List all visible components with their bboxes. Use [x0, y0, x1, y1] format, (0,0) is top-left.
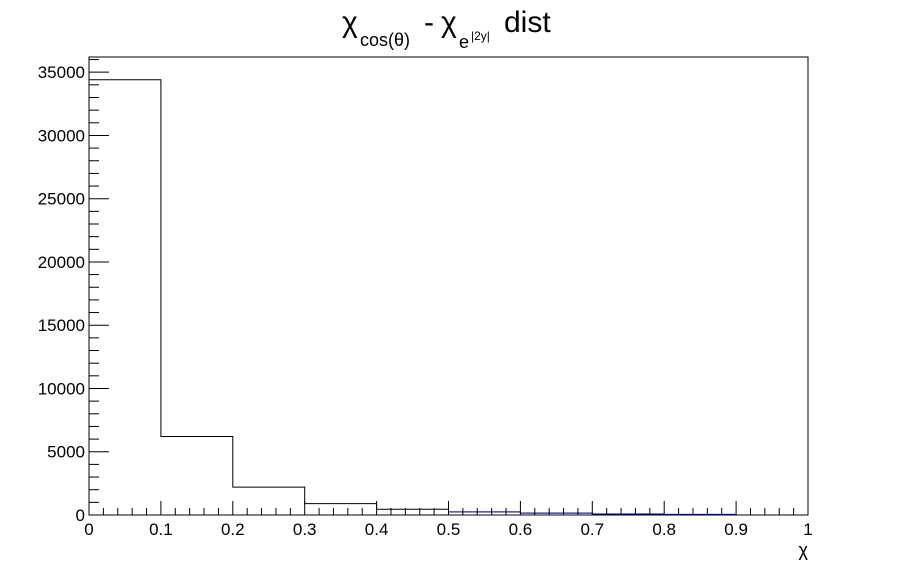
y-axis-tick-labels: 0 5000 10000 15000 20000 25000 30000 35000	[38, 63, 85, 525]
x-tick-label: 0.6	[509, 520, 533, 539]
chart-title: χ cos(θ) - χ e |2y| dist	[342, 6, 551, 52]
histogram-bin	[591, 513, 665, 516]
x-tick-label: 0.9	[724, 520, 748, 539]
x-tick-label: 0.8	[652, 520, 676, 539]
x-tick-label: 0.4	[365, 520, 389, 539]
x-tick-label: 1	[803, 520, 812, 539]
title-chi-2: χ	[441, 6, 457, 39]
histogram-bin	[89, 80, 161, 515]
y-tick-label: 35000	[38, 63, 85, 82]
histogram-bars	[88, 79, 737, 516]
y-tick-label: 0	[76, 506, 85, 525]
x-tick-label: 0.2	[221, 520, 245, 539]
histogram-bin	[161, 437, 233, 515]
title-chi-1: χ	[342, 6, 358, 39]
y-tick-label: 10000	[38, 379, 85, 398]
x-tick-label: 0.3	[293, 520, 317, 539]
histogram-bin	[233, 487, 305, 515]
histogram-bin	[377, 509, 449, 515]
title-subscript-2-exp: |2y|	[471, 29, 490, 43]
y-tick-label: 20000	[38, 253, 85, 272]
x-axis-label: χ	[799, 540, 809, 560]
y-axis-ticks	[89, 59, 109, 516]
title-minus: -	[424, 6, 434, 39]
x-tick-label: 0.1	[149, 520, 173, 539]
y-tick-label: 5000	[47, 443, 85, 462]
x-tick-label: 0.5	[437, 520, 461, 539]
title-subscript-1: cos(θ)	[360, 30, 410, 50]
x-axis-tick-labels: 0 0.1 0.2 0.3 0.4 0.5 0.6 0.7 0.8 0.9 1	[84, 520, 812, 539]
plot-frame	[88, 56, 809, 516]
title-suffix: dist	[504, 6, 551, 39]
x-axis-ticks	[88, 501, 809, 515]
y-tick-label: 25000	[38, 190, 85, 209]
y-tick-label: 15000	[38, 316, 85, 335]
x-tick-label: 0.7	[580, 520, 604, 539]
x-tick-label: 0	[84, 520, 93, 539]
title-subscript-2-base: e	[459, 32, 469, 52]
histogram-bin	[520, 512, 593, 516]
y-tick-label: 30000	[38, 126, 85, 145]
histogram-outline	[88, 79, 737, 515]
histogram-bin	[305, 504, 377, 515]
